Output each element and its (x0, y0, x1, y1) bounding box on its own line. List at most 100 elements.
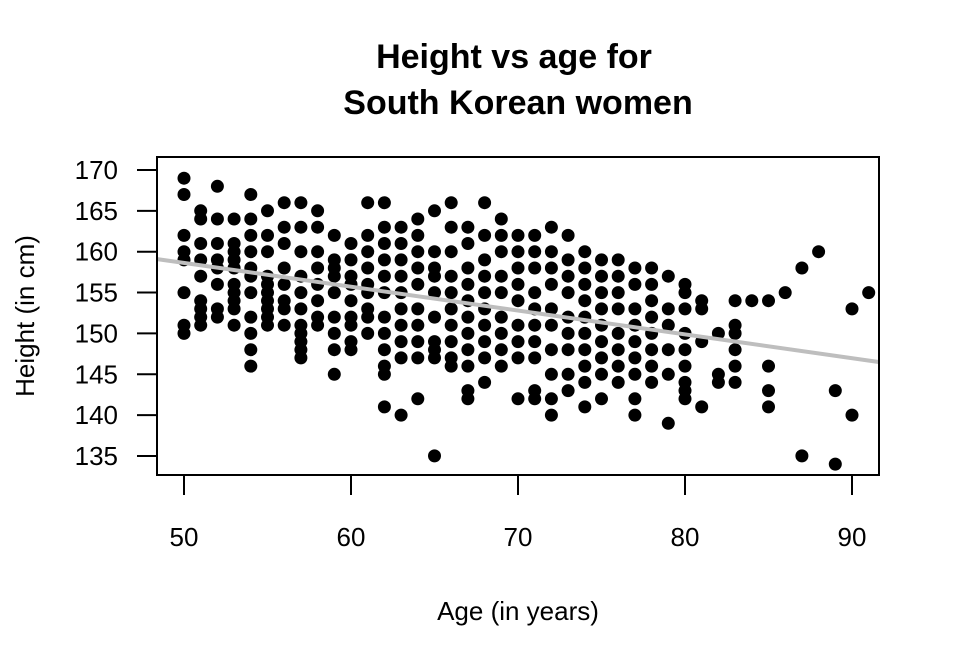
data-point (762, 359, 775, 373)
data-point (528, 318, 542, 332)
data-point (661, 318, 675, 332)
data-point (394, 351, 408, 365)
data-point (528, 286, 542, 300)
data-point (461, 237, 475, 250)
data-point (411, 228, 425, 242)
data-point (561, 343, 575, 357)
data-point (444, 302, 458, 316)
data-point (645, 277, 659, 291)
data-point (494, 343, 508, 357)
data-point (494, 286, 508, 300)
data-point (177, 286, 191, 300)
data-point (578, 294, 592, 308)
data-point (461, 359, 475, 373)
data-point (361, 326, 375, 340)
data-point (244, 188, 258, 201)
trend-line (157, 257, 879, 364)
data-point (277, 302, 291, 316)
x-axis: 50 60 70 80 90 (170, 475, 866, 552)
data-point (361, 228, 375, 242)
data-point (444, 220, 458, 234)
data-point (595, 302, 608, 316)
data-point (444, 196, 458, 210)
data-point (544, 392, 558, 406)
data-point (327, 269, 341, 283)
data-point (678, 286, 692, 300)
data-point (411, 277, 425, 291)
data-point (678, 392, 692, 406)
data-point (244, 228, 258, 242)
data-point (578, 277, 592, 291)
data-point (277, 318, 291, 332)
data-point (728, 359, 742, 373)
data-point (411, 318, 425, 332)
data-point (444, 245, 458, 259)
data-point (845, 408, 859, 422)
x-tick-label: 80 (671, 522, 700, 552)
data-point (377, 400, 391, 414)
y-tick-label: 170 (75, 155, 118, 185)
data-point (377, 343, 391, 357)
data-point (311, 204, 325, 218)
data-point (344, 343, 358, 357)
x-tick-label: 60 (337, 522, 366, 552)
data-point (595, 269, 608, 283)
data-point (327, 286, 341, 300)
data-point (478, 269, 492, 283)
data-point (544, 343, 558, 357)
data-point (544, 318, 558, 332)
data-point (478, 335, 492, 349)
data-point (578, 359, 592, 373)
data-point (544, 220, 558, 234)
data-point (661, 302, 675, 316)
data-point (461, 261, 475, 275)
data-point (394, 269, 408, 283)
x-tick-label: 50 (170, 522, 199, 552)
data-point (411, 351, 425, 365)
data-point (461, 326, 475, 340)
data-point (244, 286, 258, 300)
data-point (244, 310, 258, 324)
data-point (511, 392, 525, 406)
data-point (511, 294, 525, 308)
data-point (444, 286, 458, 300)
data-point (294, 245, 308, 259)
data-point (361, 261, 375, 275)
data-point (294, 196, 308, 210)
data-point (444, 269, 458, 283)
data-point (327, 326, 341, 340)
data-point (561, 253, 575, 267)
data-point (461, 343, 475, 357)
data-point (578, 400, 592, 414)
data-point (628, 408, 642, 422)
data-point (645, 261, 659, 275)
data-point (311, 318, 325, 332)
data-point (394, 253, 408, 267)
data-point (578, 261, 592, 275)
data-point (444, 318, 458, 332)
data-point (294, 302, 308, 316)
data-point (478, 286, 492, 300)
data-point (494, 228, 508, 242)
data-point (377, 269, 391, 283)
data-point (411, 335, 425, 349)
x-tick-label: 70 (504, 522, 533, 552)
data-point (377, 196, 391, 210)
data-point (628, 335, 642, 349)
data-point (628, 392, 642, 406)
data-point (444, 335, 458, 349)
data-point (595, 335, 608, 349)
data-point (210, 212, 224, 226)
data-point (327, 367, 341, 381)
data-point (394, 237, 408, 250)
y-axis-label: Height (in cm) (10, 235, 40, 397)
data-point (578, 245, 592, 259)
data-point (762, 294, 775, 308)
data-point (377, 220, 391, 234)
data-point (428, 245, 441, 259)
data-point (194, 269, 208, 283)
data-point (511, 277, 525, 291)
data-point (478, 318, 492, 332)
data-point (661, 269, 675, 283)
data-point (177, 326, 191, 340)
